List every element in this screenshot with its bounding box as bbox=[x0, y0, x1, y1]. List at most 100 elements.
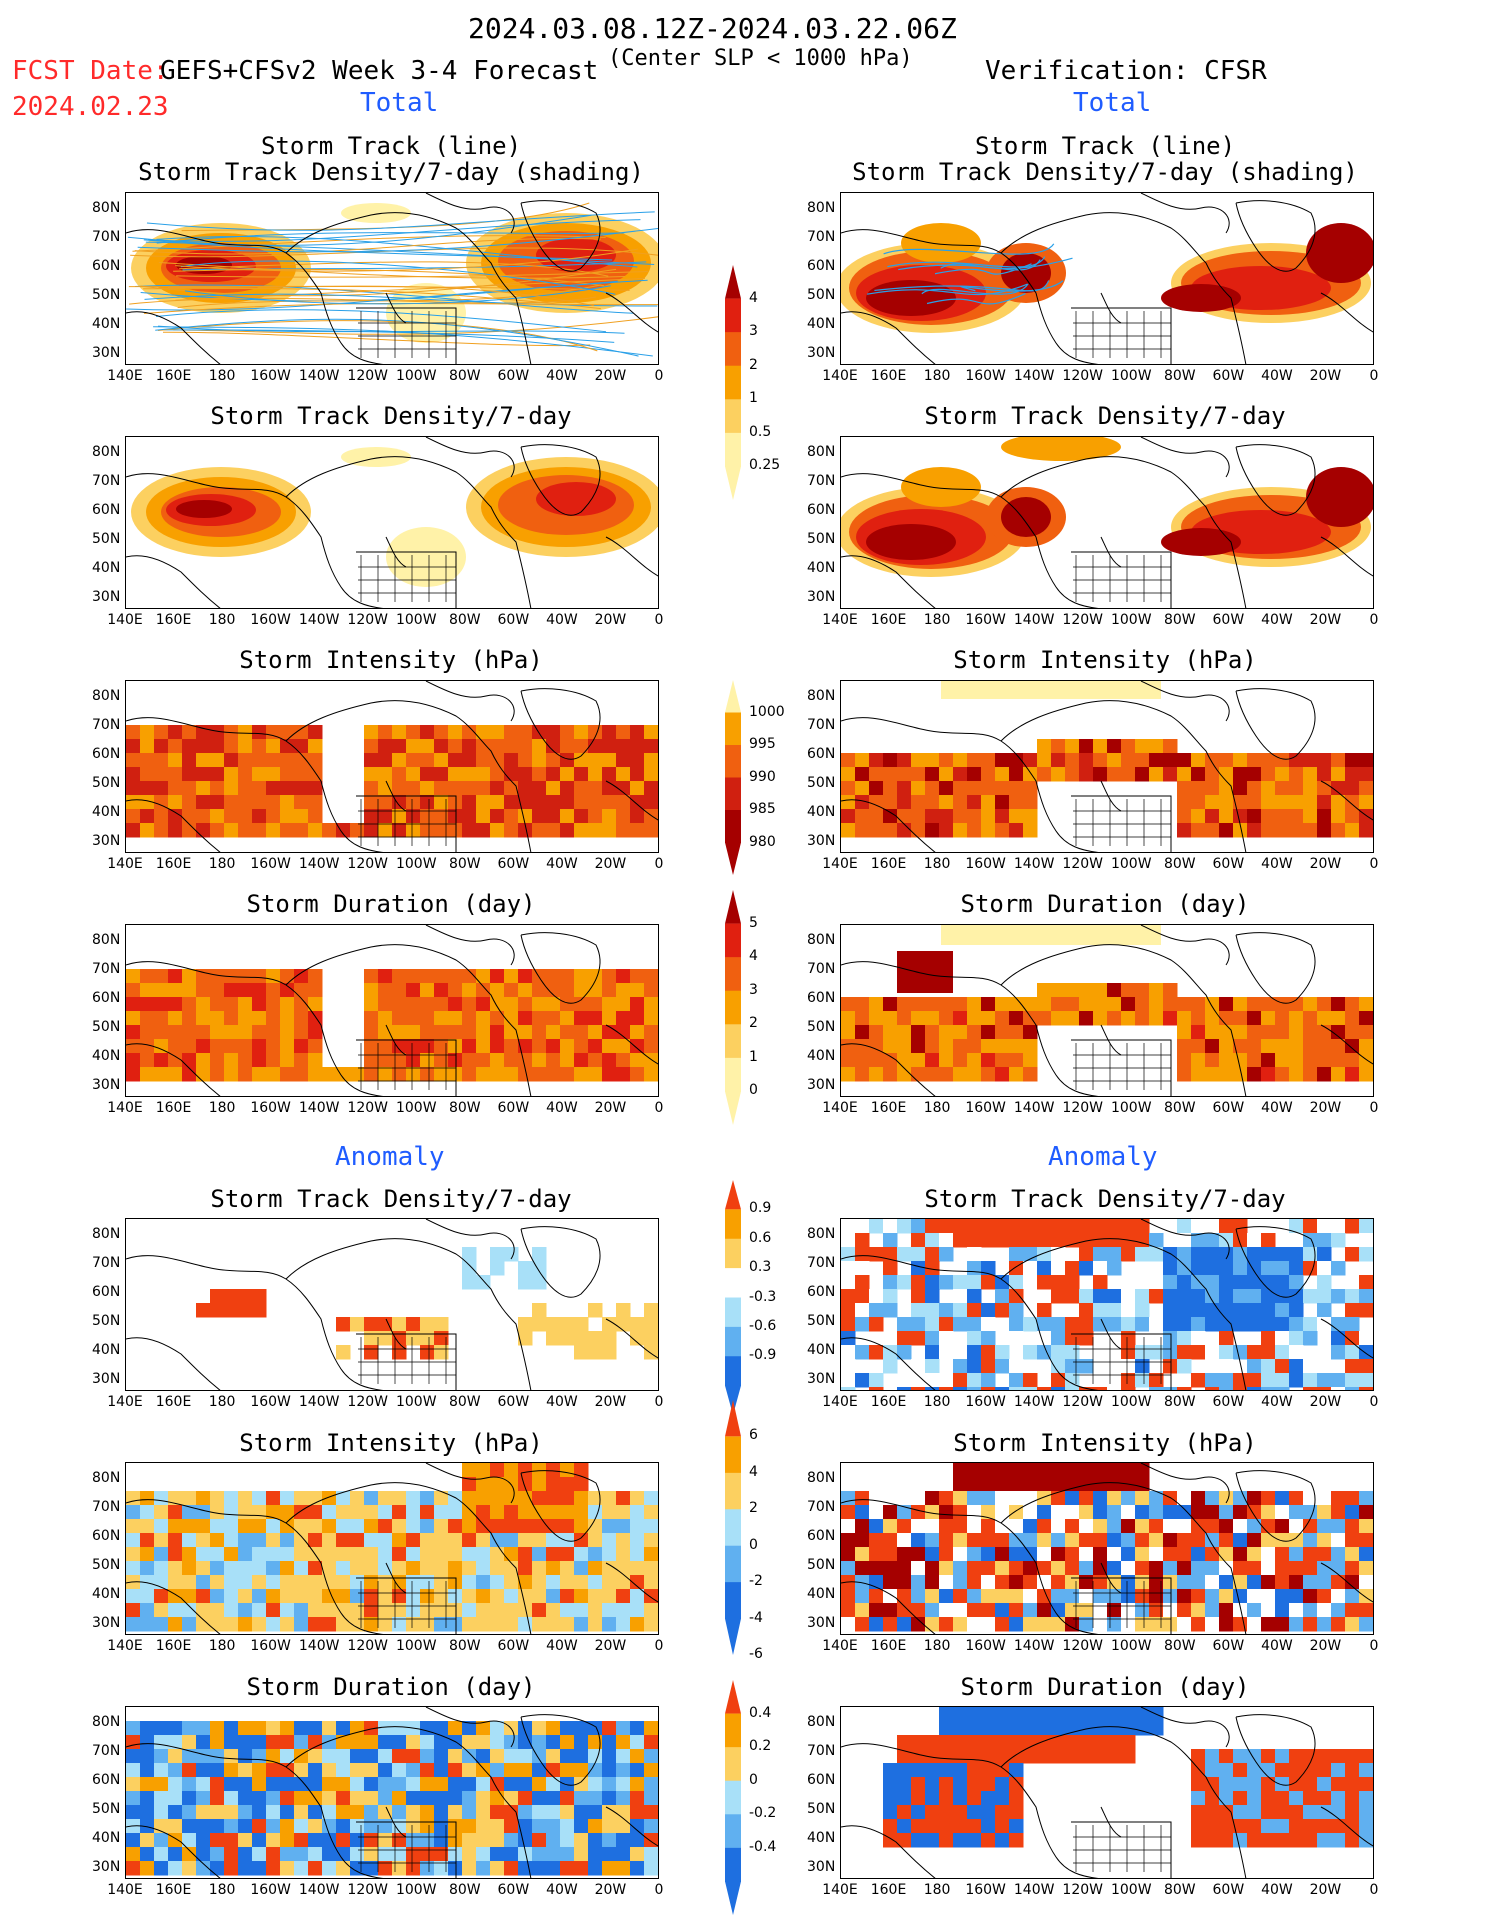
map-density-left bbox=[125, 436, 659, 609]
lon-label-intensity-right: 120W bbox=[1062, 856, 1103, 872]
colorbar-swatch bbox=[725, 1781, 741, 1815]
lon-label-intensity-right: 160E bbox=[871, 856, 907, 872]
lon-label-density-anom-right: 160W bbox=[965, 1394, 1006, 1410]
lon-label-intensity-left: 160E bbox=[156, 856, 192, 872]
lon-label-duration-anom-left: 0 bbox=[655, 1882, 664, 1898]
lon-label-duration-anom-right: 140W bbox=[1014, 1882, 1055, 1898]
colorbar-label-duration: 0 bbox=[749, 1082, 758, 1098]
lon-label-intensity-anom-left: 140W bbox=[299, 1638, 340, 1654]
lon-label-duration-anom-left: 40W bbox=[546, 1882, 578, 1898]
lon-label-density-right: 180 bbox=[924, 612, 951, 628]
map-duration-anom-left bbox=[125, 1706, 659, 1879]
lat-label-intensity-right: 50N bbox=[807, 775, 835, 791]
lon-label-storm-track-left: 80W bbox=[449, 368, 481, 384]
lon-label-duration-anom-left: 160E bbox=[156, 1882, 192, 1898]
lon-label-storm-track-right: 0 bbox=[1370, 368, 1379, 384]
colorbar-swatch bbox=[725, 1400, 741, 1436]
lat-label-intensity-left: 60N bbox=[92, 746, 120, 762]
criterion-title: (Center SLP < 1000 hPa) bbox=[608, 46, 913, 71]
lat-label-duration-left: 30N bbox=[92, 1077, 120, 1093]
colorbar-label-intensity: 985 bbox=[749, 801, 776, 817]
lon-label-duration-left: 20W bbox=[595, 1100, 627, 1116]
lat-label-intensity-right: 60N bbox=[807, 746, 835, 762]
lon-label-intensity-anom-right: 100W bbox=[1111, 1638, 1152, 1654]
lat-label-intensity-right: 70N bbox=[807, 717, 835, 733]
lon-label-density-right: 160E bbox=[871, 612, 907, 628]
lat-label-density-left: 50N bbox=[92, 531, 120, 547]
colorbar-swatch bbox=[725, 1747, 741, 1781]
lat-label-duration-anom-left: 40N bbox=[92, 1830, 120, 1846]
fcst-date-label: FCST Date: bbox=[12, 56, 169, 86]
colorbar-swatch bbox=[725, 1058, 741, 1092]
lat-label-intensity-anom-right: 30N bbox=[807, 1615, 835, 1631]
lon-label-intensity-anom-right: 20W bbox=[1310, 1638, 1342, 1654]
colorbar-swatch bbox=[725, 1209, 741, 1239]
colorbar-swatch bbox=[725, 991, 741, 1025]
map-density-anom-right bbox=[840, 1218, 1374, 1391]
lon-label-duration-anom-right: 180 bbox=[924, 1882, 951, 1898]
colorbar-label-density: 3 bbox=[749, 323, 758, 339]
colorbar-swatch bbox=[725, 1619, 741, 1655]
lat-label-duration-anom-right: 80N bbox=[807, 1714, 835, 1730]
colorbar-intensity_anom bbox=[725, 1400, 745, 1657]
lon-label-duration-left: 80W bbox=[449, 1100, 481, 1116]
lat-label-duration-right: 50N bbox=[807, 1019, 835, 1035]
lat-label-density-anom-right: 50N bbox=[807, 1313, 835, 1329]
colorbar-label-density: 1 bbox=[749, 390, 758, 406]
map-intensity-anom-right bbox=[840, 1462, 1374, 1635]
lon-label-density-anom-right: 160E bbox=[871, 1394, 907, 1410]
lon-label-density-anom-left: 80W bbox=[449, 1394, 481, 1410]
lon-label-intensity-right: 60W bbox=[1213, 856, 1245, 872]
title-duration-left: Storm Duration (day) bbox=[91, 890, 691, 918]
lat-label-duration-anom-left: 60N bbox=[92, 1772, 120, 1788]
colorbar-swatch bbox=[725, 399, 741, 433]
map-intensity-right bbox=[840, 680, 1374, 853]
lat-label-intensity-left: 30N bbox=[92, 833, 120, 849]
lon-label-duration-left: 100W bbox=[396, 1100, 437, 1116]
lon-label-duration-anom-right: 80W bbox=[1164, 1882, 1196, 1898]
lon-label-duration-anom-left: 120W bbox=[347, 1882, 388, 1898]
map-graphic-density-right bbox=[841, 437, 1374, 609]
lat-label-duration-anom-right: 60N bbox=[807, 1772, 835, 1788]
lon-label-duration-left: 60W bbox=[498, 1100, 530, 1116]
lat-label-intensity-anom-left: 50N bbox=[92, 1557, 120, 1573]
lat-label-density-left: 80N bbox=[92, 444, 120, 460]
lon-label-density-anom-left: 20W bbox=[595, 1394, 627, 1410]
lat-label-density-right: 60N bbox=[807, 502, 835, 518]
colorbar-swatch bbox=[725, 332, 741, 366]
colorbar-swatch bbox=[725, 1327, 741, 1357]
lon-label-storm-track-left: 120W bbox=[347, 368, 388, 384]
map-intensity-left bbox=[125, 680, 659, 853]
map-density-right bbox=[840, 436, 1374, 609]
colorbar-label-duration: 4 bbox=[749, 948, 758, 964]
lon-label-density-left: 20W bbox=[595, 612, 627, 628]
colorbar-swatch bbox=[725, 1848, 741, 1882]
lon-label-density-anom-right: 140E bbox=[822, 1394, 858, 1410]
colorbar-swatch bbox=[725, 1714, 741, 1748]
lon-label-storm-track-right: 80W bbox=[1164, 368, 1196, 384]
lat-label-intensity-anom-right: 60N bbox=[807, 1528, 835, 1544]
map-graphic-intensity-right bbox=[841, 681, 1374, 853]
lon-label-storm-track-right: 120W bbox=[1062, 368, 1103, 384]
lat-label-intensity-right: 40N bbox=[807, 804, 835, 820]
lon-label-storm-track-right: 60W bbox=[1213, 368, 1245, 384]
lat-label-storm-track-left: 60N bbox=[92, 258, 120, 274]
lon-label-duration-left: 140W bbox=[299, 1100, 340, 1116]
lon-label-intensity-anom-right: 0 bbox=[1370, 1638, 1379, 1654]
lon-label-duration-anom-right: 120W bbox=[1062, 1882, 1103, 1898]
title-intensity-anom-right: Storm Intensity (hPa) bbox=[805, 1429, 1405, 1457]
lat-label-density-left: 40N bbox=[92, 560, 120, 576]
colorbar-swatch bbox=[725, 890, 741, 924]
lon-label-storm-track-left: 0 bbox=[655, 368, 664, 384]
lon-label-density-anom-left: 140W bbox=[299, 1394, 340, 1410]
lon-label-duration-left: 160E bbox=[156, 1100, 192, 1116]
lon-label-duration-right: 40W bbox=[1261, 1100, 1293, 1116]
lon-label-duration-right: 100W bbox=[1111, 1100, 1152, 1116]
lon-label-intensity-right: 180 bbox=[924, 856, 951, 872]
lon-label-duration-anom-right: 160E bbox=[871, 1882, 907, 1898]
lon-label-density-right: 160W bbox=[965, 612, 1006, 628]
lat-label-intensity-anom-right: 50N bbox=[807, 1557, 835, 1573]
lat-label-intensity-anom-right: 80N bbox=[807, 1470, 835, 1486]
lon-label-density-right: 140E bbox=[822, 612, 858, 628]
colorbar-swatch bbox=[725, 1546, 741, 1583]
